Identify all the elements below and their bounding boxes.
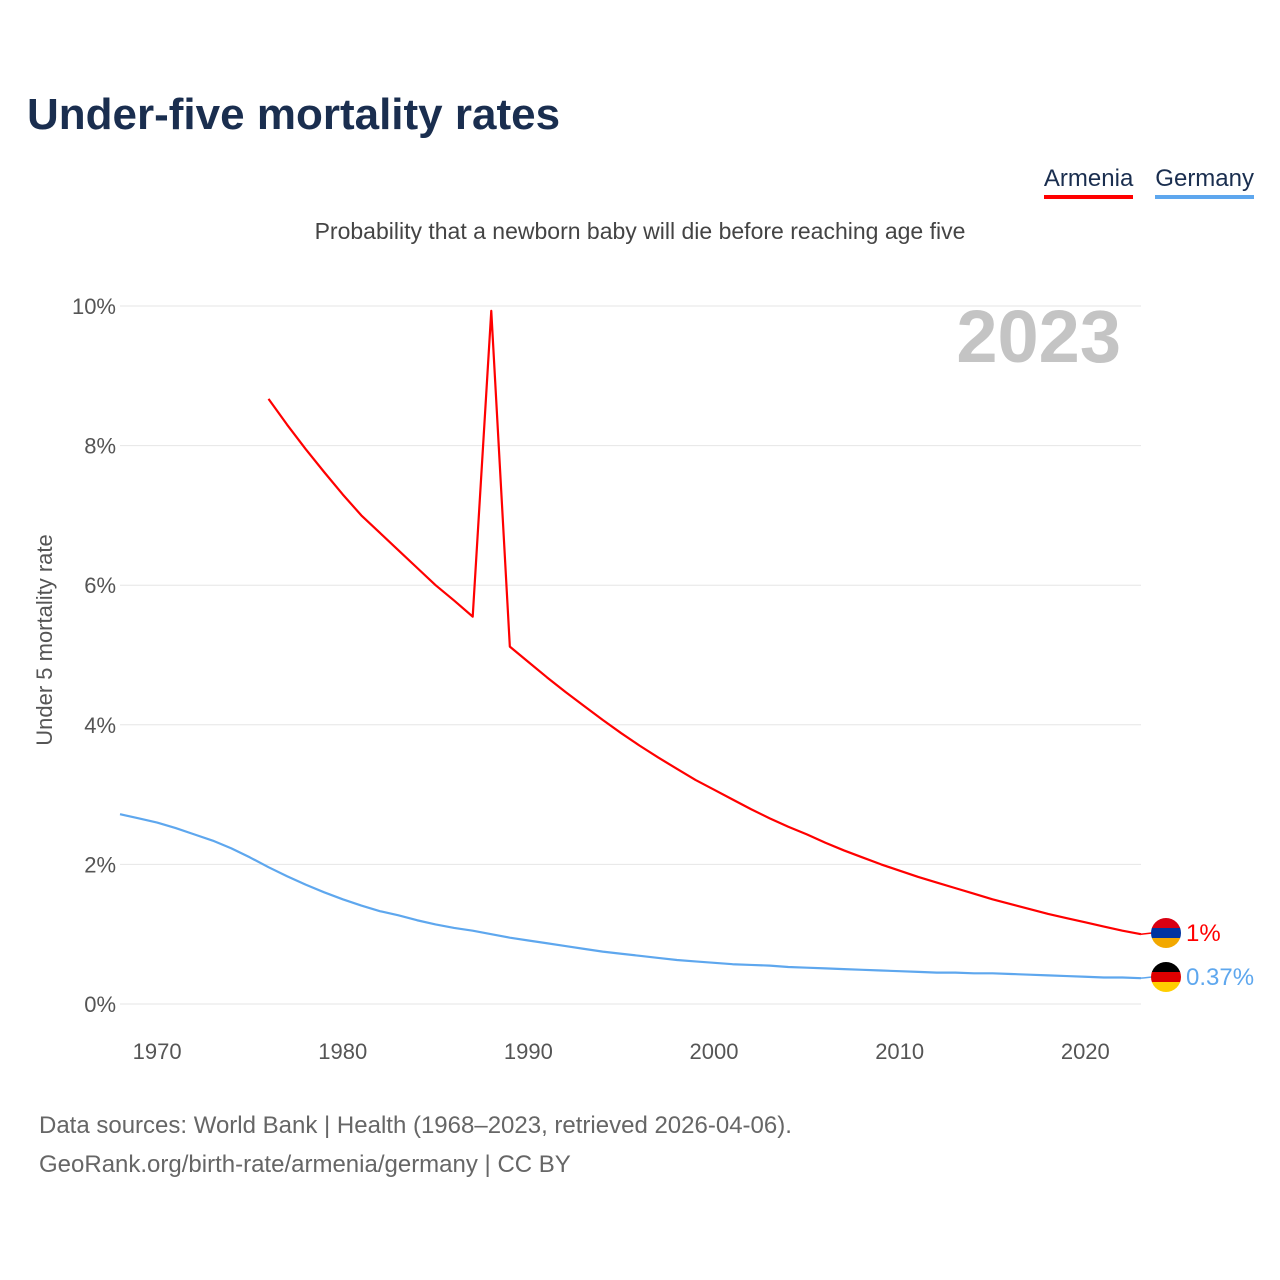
flag-armenia-icon: [1151, 918, 1181, 929]
source-line-1: Data sources: World Bank | Health (1968–…: [39, 1112, 792, 1139]
series-line-germany: [119, 813, 1142, 980]
y-tick-label: 6%: [84, 573, 116, 598]
y-tick-label: 4%: [84, 713, 116, 738]
y-tick-label: 0%: [84, 992, 116, 1017]
y-tick-label: 8%: [84, 434, 116, 459]
x-tick-label: 1980: [318, 1039, 367, 1064]
flag-armenia-icon: [1151, 928, 1181, 939]
flag-germany-icon: [1151, 982, 1181, 992]
chart-subtitle: Probability that a newborn baby will die…: [314, 218, 966, 244]
source-line-2[interactable]: GeoRank.org/birth-rate/armenia/germany |…: [39, 1151, 571, 1178]
year-watermark: 2023: [956, 295, 1121, 378]
flag-germany-icon: [1151, 962, 1181, 973]
end-connector: [1140, 932, 1153, 935]
legend: Armenia Germany: [1043, 165, 1254, 199]
x-tick-label: 1970: [133, 1039, 182, 1064]
end-connector: [1140, 976, 1153, 979]
x-tick-label: 2020: [1061, 1039, 1110, 1064]
y-axis-label: Under 5 mortality rate: [32, 534, 57, 746]
flag-armenia-icon: [1151, 938, 1181, 948]
chart-title: Under-five mortality rates: [27, 90, 561, 139]
end-value-label: 1%: [1186, 920, 1221, 947]
flag-germany-icon: [1151, 972, 1181, 983]
x-tick-label: 1990: [504, 1039, 553, 1064]
y-tick-label: 2%: [84, 852, 116, 877]
series-line-armenia: [267, 309, 1142, 936]
source-note: Data sources: World Bank | Health (1968–…: [39, 1106, 792, 1184]
end-value-label: 0.37%: [1186, 964, 1254, 991]
y-tick-label: 10%: [72, 294, 116, 319]
legend-germany[interactable]: Germany: [1155, 165, 1254, 199]
legend-armenia[interactable]: Armenia: [1043, 165, 1134, 199]
x-tick-label: 2010: [875, 1039, 924, 1064]
x-tick-label: 2000: [690, 1039, 739, 1064]
